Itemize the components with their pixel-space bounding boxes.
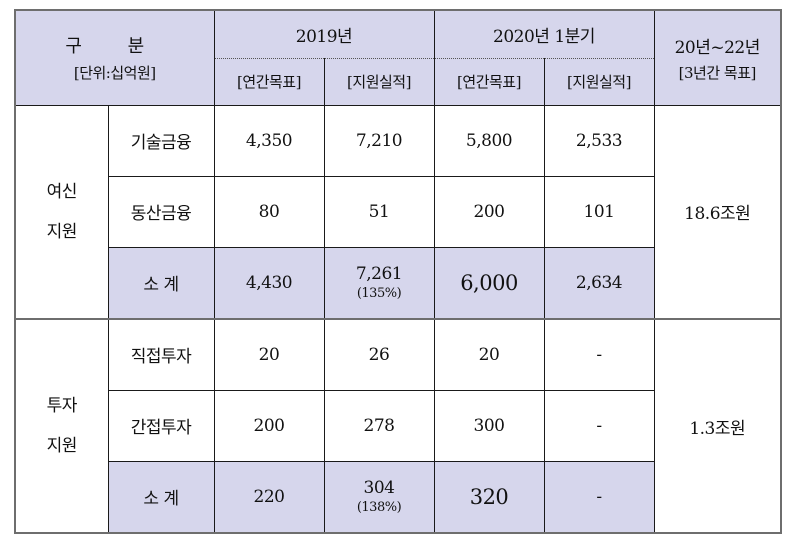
cell-2019-actual: 51	[323, 175, 435, 248]
cell-2019-actual: 7,210	[323, 104, 435, 177]
cell-2020-target: 5,800	[433, 104, 545, 177]
cell-2020-actual: -	[543, 389, 655, 462]
subtotal-2019-actual: 7,261 (135%)	[323, 246, 435, 320]
cell-2020-target: 20	[433, 318, 545, 391]
three-year-goal-investment: 1.3조원	[653, 318, 782, 534]
period-2020q1-header: 2020년 1분기	[433, 9, 655, 59]
subtotal-2020-target: 6,000	[433, 246, 545, 320]
group-name-line1: 여신	[46, 181, 78, 202]
row-label: 간접투자	[107, 389, 215, 462]
subtotal-2019-actual-value: 7,261	[355, 264, 403, 285]
cell-2019-target: 80	[213, 175, 325, 248]
period-2019-header: 2019년	[213, 9, 435, 59]
table-row: 투자 지원 직접투자 20 26 20 - 1.3조원	[14, 318, 782, 534]
group-name-line1: 투자	[46, 396, 78, 416]
group-name-line2: 지원	[46, 221, 78, 242]
table-row: 간접투자 200 278 300 -	[15, 389, 781, 462]
cell-2019-target: 200	[213, 389, 325, 462]
goal-title: 20년~22년	[674, 37, 761, 58]
three-year-goal-header: 20년~22년 [3년간 목표]	[653, 9, 782, 106]
cell-2020-actual: 2,533	[543, 104, 655, 177]
subtotal-2019-actual-value: 304	[363, 478, 395, 499]
support-performance-table: 구 분 [단위:십억원] 2019년 2020년 1분기 20년~22년 [3년…	[14, 9, 782, 534]
cell-2020-target: 300	[433, 389, 545, 462]
achievement-rate: (138%)	[356, 500, 402, 516]
subtotal-2020-actual: -	[543, 460, 655, 534]
col-2020-actual: [지원실적]	[543, 57, 655, 106]
category-title: 구 분	[65, 36, 165, 58]
goal-subtitle: [3년간 목표]	[678, 63, 757, 82]
row-label: 동산금융	[107, 175, 215, 248]
subtotal-2020-actual: 2,634	[543, 246, 655, 320]
subtotal-row: 소 계 4,430 7,261 (135%) 6,000 2,634	[15, 246, 781, 320]
subtotal-2019-target: 4,430	[213, 246, 325, 320]
subtotal-2020-target: 320	[433, 460, 545, 534]
group-name-line2: 지원	[46, 436, 78, 456]
three-year-goal-loan: 18.6조원	[653, 104, 782, 320]
achievement-rate: (135%)	[356, 286, 402, 302]
row-label: 기술금융	[107, 104, 215, 177]
row-label: 직접투자	[107, 318, 215, 391]
col-2020-target: [연간목표]	[433, 57, 545, 106]
group-label-investment: 투자 지원	[14, 318, 109, 534]
subtotal-row: 소 계 220 304 (138%) 320 -	[15, 460, 781, 534]
cell-2019-actual: 278	[323, 389, 435, 462]
cell-2020-target: 200	[433, 175, 545, 248]
subtotal-2019-actual: 304 (138%)	[323, 460, 435, 534]
subtotal-2019-target: 220	[213, 460, 325, 534]
col-2019-actual: [지원실적]	[323, 57, 435, 106]
unit-label: [단위:십억원]	[73, 64, 156, 83]
subtotal-label: 소 계	[107, 246, 215, 320]
category-header: 구 분 [단위:십억원]	[14, 9, 215, 106]
cell-2019-target: 20	[213, 318, 325, 391]
table-row: 여신 지원 기술금융 4,350 7,210 5,800 2,533 18.6조…	[14, 104, 782, 320]
col-2019-target: [연간목표]	[213, 57, 325, 106]
cell-2020-actual: 101	[543, 175, 655, 248]
cell-2020-actual: -	[543, 318, 655, 391]
cell-2019-target: 4,350	[213, 104, 325, 177]
subtotal-label: 소 계	[107, 460, 215, 534]
group-label-loan: 여신 지원	[14, 104, 109, 320]
cell-2019-actual: 26	[323, 318, 435, 391]
table-row: 동산금융 80 51 200 101	[15, 175, 781, 248]
